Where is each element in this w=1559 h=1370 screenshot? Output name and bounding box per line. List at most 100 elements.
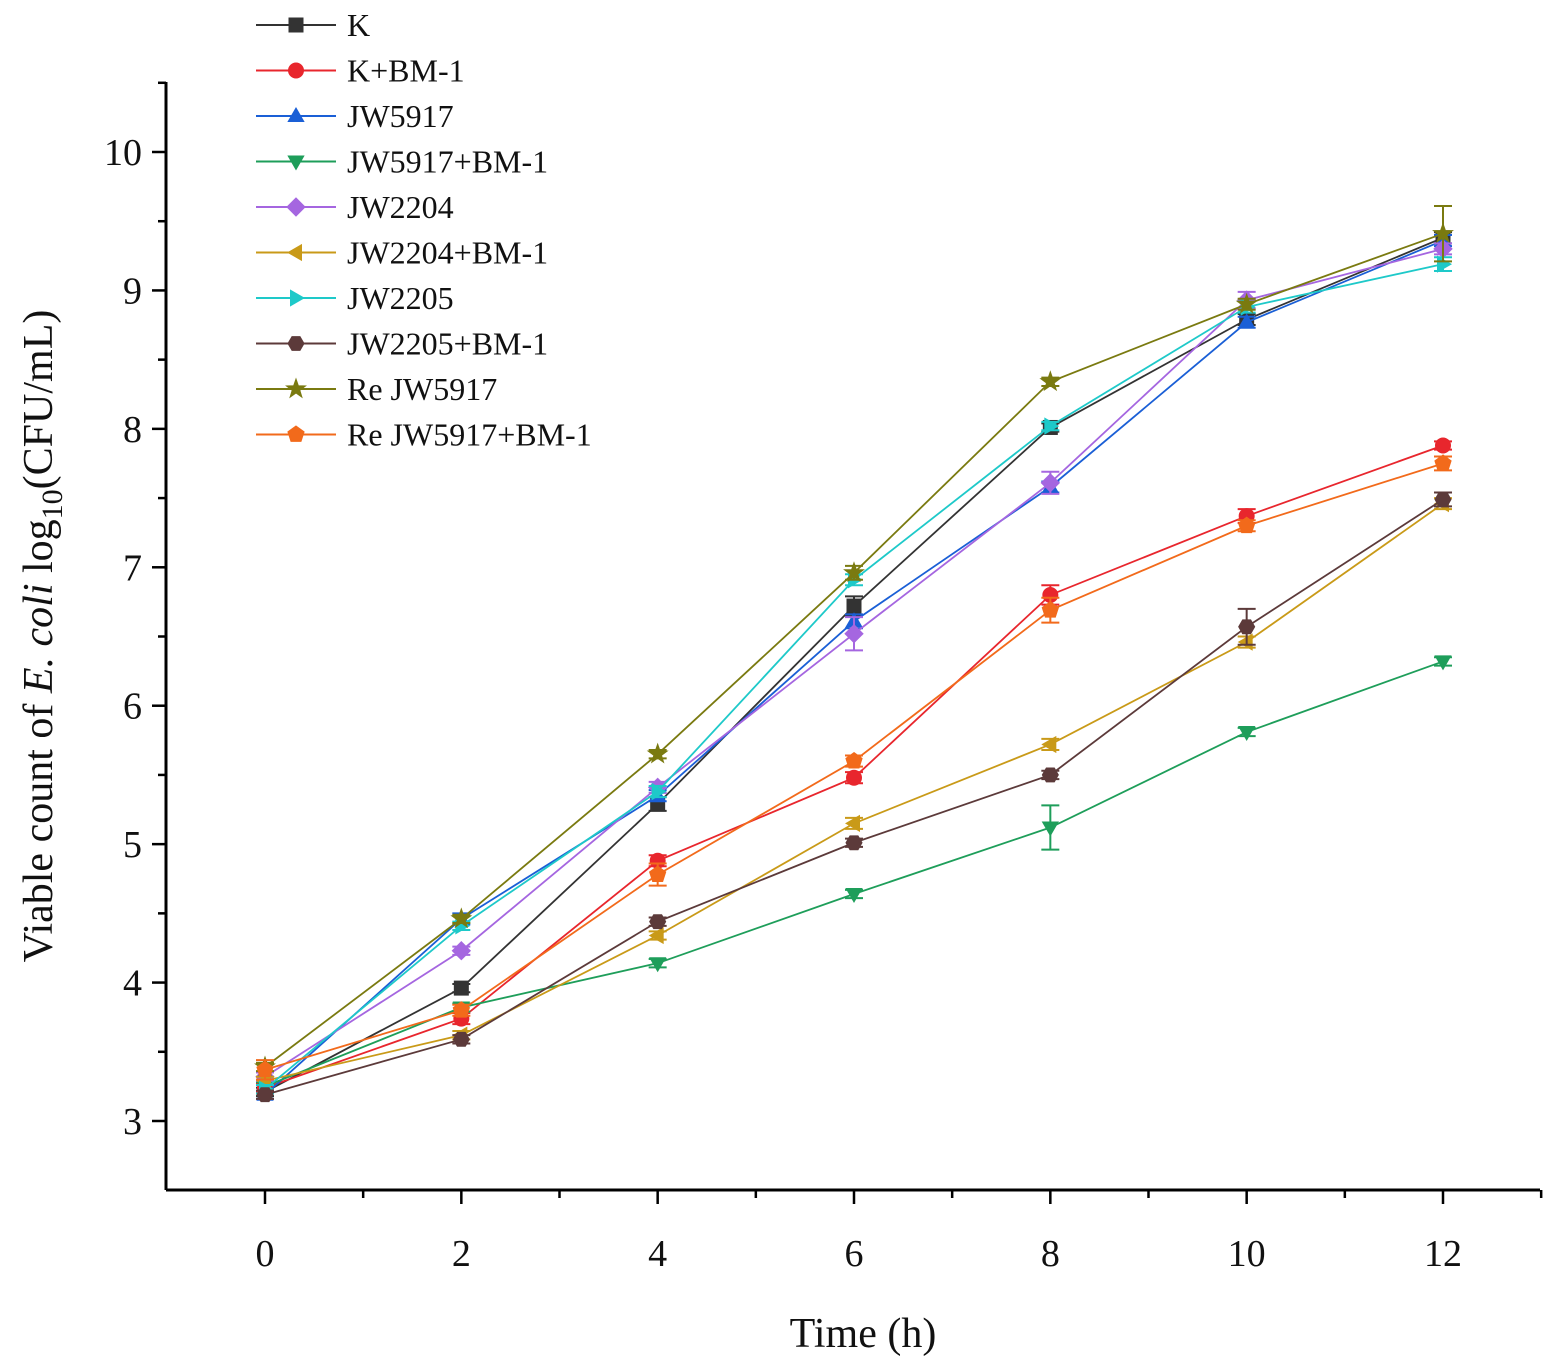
data-point — [1434, 655, 1452, 671]
legend-item: JW5917 — [256, 98, 454, 134]
y-tick-label: 4 — [123, 963, 142, 1005]
data-point — [452, 1001, 471, 1018]
data-point — [649, 957, 667, 973]
x-tick-label: 10 — [1228, 1233, 1266, 1275]
series-line — [264, 502, 1444, 1082]
data-point — [1041, 735, 1057, 754]
data-point — [1238, 313, 1256, 329]
series-line — [264, 498, 1444, 1096]
x-axis-title: Time (h) — [790, 1311, 937, 1357]
data-point — [648, 865, 667, 882]
legend-label: JW5917 — [347, 98, 454, 134]
series-jw2204 — [255, 239, 1453, 1087]
series-re-jw5917-bm-1 — [256, 454, 1452, 1081]
legend-item: JW2204 — [256, 189, 454, 225]
y-axis-title: Viable count of E. coli log10(CFU/mL) — [16, 310, 69, 963]
data-point — [844, 624, 864, 644]
legend-item: Re JW5917 — [256, 371, 497, 407]
y-tick-label: 7 — [123, 547, 142, 589]
x-ticks: 0 2 4 6 8 10 12 — [256, 1190, 1543, 1275]
x-tick-label: 12 — [1424, 1233, 1462, 1275]
data-point — [651, 782, 667, 801]
data-point — [1040, 473, 1061, 493]
data-point — [845, 835, 863, 851]
y-ticks: 3 4 5 6 7 8 9 10 — [104, 81, 166, 1143]
series-jw2205-bm-1 — [256, 491, 1452, 1103]
legend-item: Re JW5917+BM-1 — [256, 417, 592, 453]
legend-label: K — [347, 7, 370, 43]
legend-label: K+BM-1 — [347, 53, 465, 89]
y-axis-title-middle: log — [16, 519, 62, 583]
legend-label: Re JW5917+BM-1 — [347, 417, 592, 453]
x-tick-label: 2 — [452, 1233, 471, 1275]
legend-item: JW2205+BM-1 — [256, 326, 548, 362]
series-line — [264, 239, 1444, 1096]
x-tick-label: 4 — [648, 1233, 667, 1275]
data-point — [1238, 619, 1256, 635]
legend-label: Re JW5917 — [347, 371, 497, 407]
legend-marker — [287, 106, 305, 122]
data-point — [453, 980, 469, 996]
legend-marker — [287, 425, 305, 442]
data-point — [1041, 821, 1059, 837]
data-point — [1434, 454, 1452, 471]
data-point — [1039, 370, 1062, 392]
data-point — [1237, 633, 1253, 651]
y-tick-label: 10 — [104, 132, 142, 174]
data-point — [1044, 417, 1060, 435]
data-point — [846, 769, 862, 786]
data-point — [1432, 222, 1454, 243]
legend-item: JW2205 — [256, 280, 454, 316]
y-tick-label: 6 — [123, 686, 142, 728]
y-axis-title-subscript: 10 — [36, 489, 69, 519]
series-jw5917 — [256, 231, 1452, 1101]
legend-marker — [286, 197, 306, 217]
y-tick-label: 8 — [123, 409, 142, 451]
data-point — [1437, 255, 1452, 273]
legend-item: JW2204+BM-1 — [256, 235, 548, 271]
data-point — [648, 926, 664, 945]
x-tick-label: 0 — [256, 1233, 275, 1275]
data-point — [1237, 516, 1256, 534]
y-tick-label: 3 — [123, 1101, 142, 1143]
y-axis-title-suffix: (CFU/mL) — [16, 310, 62, 490]
y-axis-title-prefix: Viable count of — [16, 693, 62, 962]
legend-marker — [290, 289, 306, 307]
data-point — [451, 941, 472, 961]
legend-marker — [285, 377, 307, 399]
data-point — [649, 914, 667, 930]
data-point — [1435, 437, 1451, 454]
series-re-jw5917 — [254, 204, 1454, 1077]
data-point — [845, 814, 860, 833]
data-point — [845, 751, 863, 769]
data-point — [1238, 726, 1256, 742]
data-point — [1434, 492, 1452, 507]
x-tick-label: 6 — [845, 1233, 864, 1275]
y-tick-label: 5 — [123, 824, 142, 866]
data-point — [452, 1031, 470, 1047]
legend-item: K — [256, 7, 370, 43]
data-point — [1235, 292, 1258, 314]
data-point — [1041, 601, 1060, 618]
data-point — [845, 887, 863, 903]
x-tick-label: 8 — [1041, 1233, 1060, 1275]
series-line — [264, 660, 1444, 1088]
legend-marker — [287, 155, 305, 171]
data-point — [846, 598, 862, 614]
y-axis-title-italic: E. coli — [16, 583, 62, 694]
legend-item: JW5917+BM-1 — [256, 144, 548, 180]
data-point — [646, 742, 669, 764]
legend-marker — [287, 336, 305, 351]
data-point — [843, 561, 865, 583]
legend-label: JW2205+BM-1 — [347, 326, 548, 362]
series-layer — [254, 204, 1454, 1103]
legend-item: K+BM-1 — [256, 53, 465, 89]
legend-marker — [288, 17, 304, 33]
data-point — [256, 1060, 274, 1078]
legend-label: JW2204 — [347, 189, 454, 225]
y-tick-label: 9 — [123, 270, 142, 312]
legend-marker — [286, 243, 302, 262]
legend: K K+BM-1 JW5917 JW5917+BM-1 JW2204 JW2204+BM-… — [256, 7, 592, 453]
legend-label: JW2205 — [347, 280, 454, 316]
